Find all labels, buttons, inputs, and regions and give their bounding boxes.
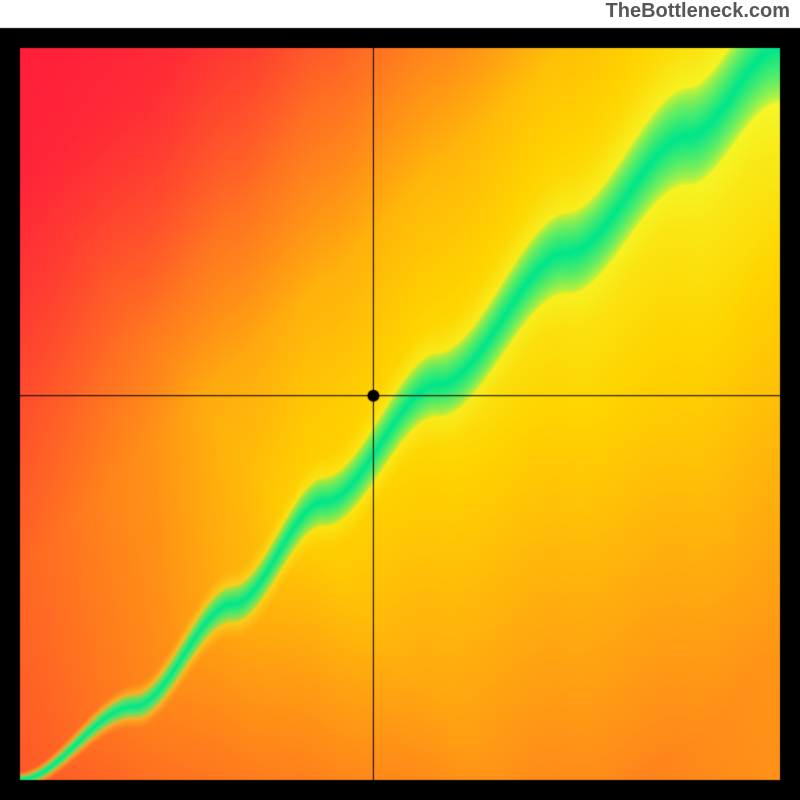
watermark-text: TheBottleneck.com: [606, 0, 790, 23]
heatmap-canvas: [0, 0, 800, 800]
chart-container: TheBottleneck.com: [0, 0, 800, 800]
